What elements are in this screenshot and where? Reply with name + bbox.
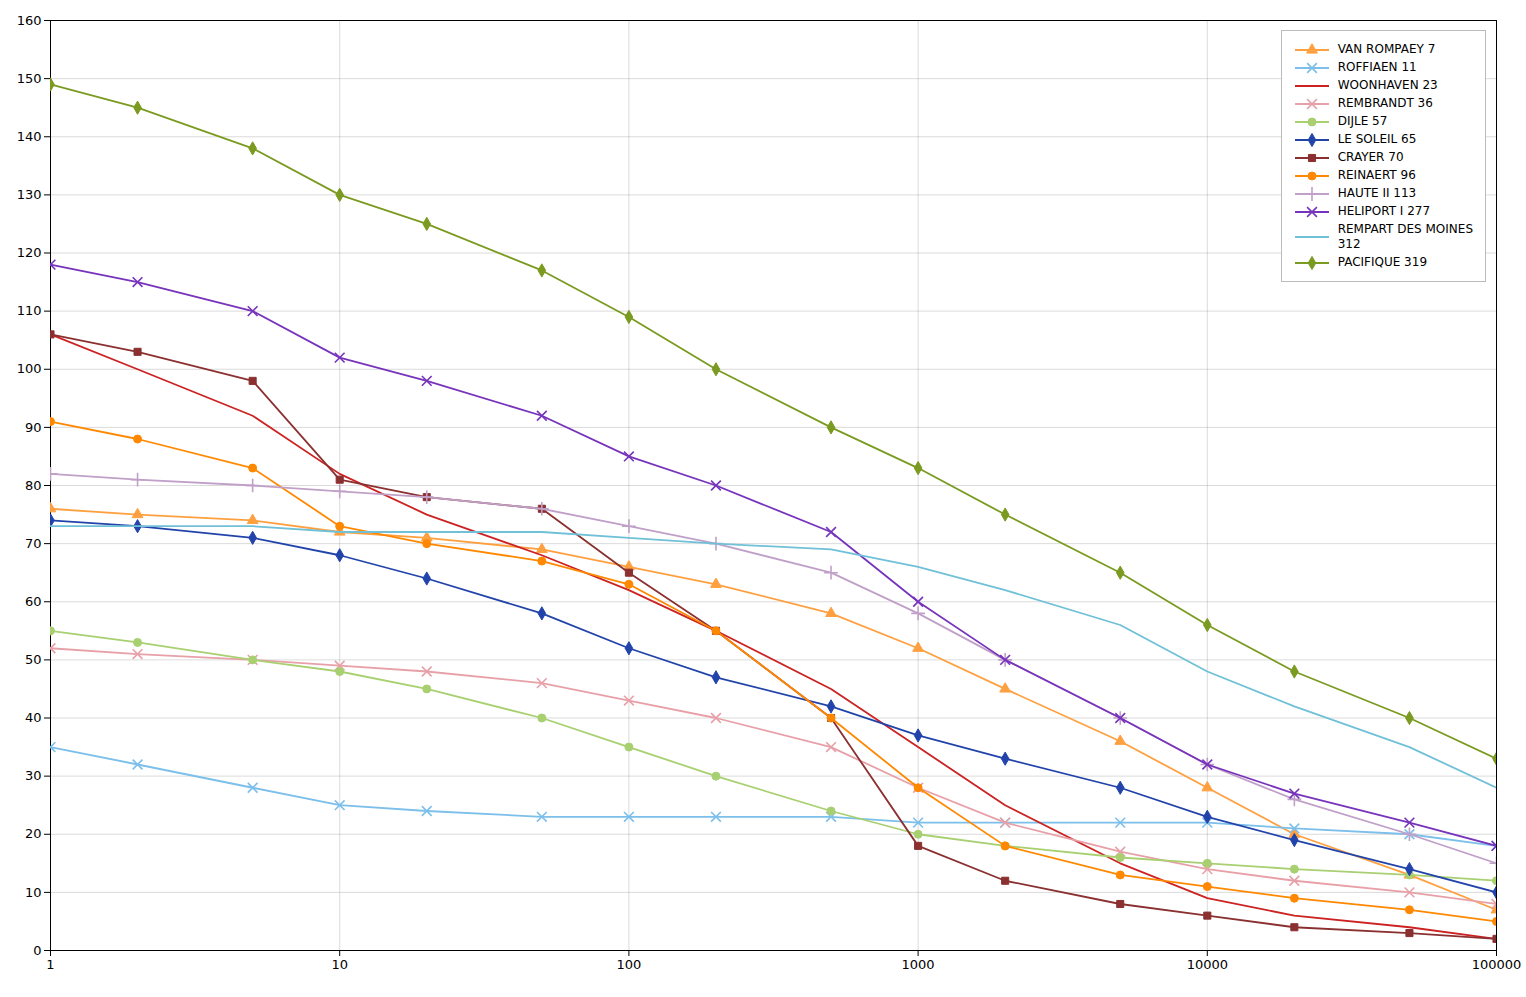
svg-text:60: 60	[25, 594, 42, 609]
svg-text:80: 80	[25, 478, 42, 493]
svg-text:160: 160	[17, 13, 42, 28]
svg-text:10000: 10000	[1187, 957, 1228, 972]
svg-text:100000: 100000	[1472, 957, 1522, 972]
html-text:REMBRANDT 36: REMBRANDT 36	[1337, 96, 1433, 110]
html-text:ROFFIAEN 11: ROFFIAEN 11	[1337, 60, 1417, 74]
html-text:WOONHAVEN 23: WOONHAVEN 23	[1337, 78, 1438, 92]
svg-text:140: 140	[17, 129, 42, 144]
svg-text:100: 100	[17, 361, 42, 376]
svg-text:1000: 1000	[902, 957, 935, 972]
svg-text:0: 0	[33, 943, 41, 958]
svg-text:40: 40	[25, 710, 42, 725]
svg-text:100: 100	[616, 957, 641, 972]
html-text:VAN ROMPAEY 7: VAN ROMPAEY 7	[1337, 42, 1436, 56]
svg-text:30: 30	[25, 768, 42, 783]
html-text:REINAERT 96: REINAERT 96	[1337, 168, 1416, 182]
svg-text:130: 130	[17, 187, 42, 202]
svg-text:90: 90	[25, 420, 42, 435]
html-text:DIJLE 57: DIJLE 57	[1337, 114, 1388, 128]
html-text:REMPART DES MOINES 312: REMPART DES MOINES 312	[1337, 222, 1473, 251]
svg-text:50: 50	[25, 652, 42, 667]
svg-text:120: 120	[17, 245, 42, 260]
html-text:HELIPORT I 277: HELIPORT I 277	[1337, 204, 1431, 218]
svg-text:110: 110	[17, 303, 42, 318]
html-text:CRAYER 70: CRAYER 70	[1337, 150, 1404, 164]
svg-text:1: 1	[46, 957, 54, 972]
html-text:PACIFIQUE 319: PACIFIQUE 319	[1337, 255, 1427, 269]
html-text:HAUTE II 113: HAUTE II 113	[1337, 186, 1417, 200]
svg-text:150: 150	[17, 71, 42, 86]
html-text:LE SOLEIL 65: LE SOLEIL 65	[1337, 132, 1417, 146]
svg-text:10: 10	[331, 957, 348, 972]
svg-text:10: 10	[25, 885, 42, 900]
svg-text:20: 20	[25, 826, 42, 841]
svg-text:70: 70	[25, 536, 42, 551]
